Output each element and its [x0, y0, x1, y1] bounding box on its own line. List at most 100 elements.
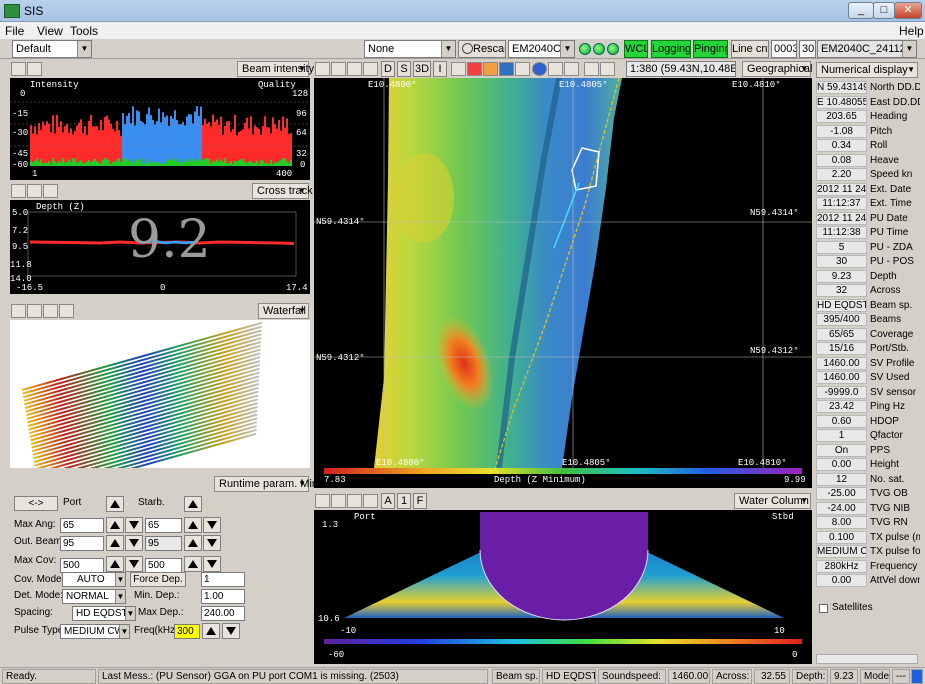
freq-field[interactable]: 300	[174, 624, 200, 639]
line-count-field[interactable]: 0003	[771, 40, 797, 58]
max-cov-stb-up-button[interactable]	[184, 556, 202, 572]
view-d-button[interactable]: D	[381, 61, 395, 77]
out-beam-up-button[interactable]	[106, 535, 124, 551]
tool-icon[interactable]	[27, 62, 42, 76]
close-icon[interactable]: ✕	[894, 2, 922, 19]
max-cov-down-button[interactable]	[125, 556, 143, 572]
det-mode-select[interactable]: NORMAL ▼	[62, 589, 126, 604]
out-beam-port-field[interactable]: 95	[60, 536, 104, 551]
min-depth-field[interactable]: 1.00	[201, 589, 245, 604]
layers-icon[interactable]	[483, 62, 498, 76]
force-depth-field[interactable]: 1	[201, 572, 245, 587]
geographical-dropdown[interactable]: Geographical	[742, 61, 812, 77]
force-depth-button[interactable]: Force Dep.	[130, 572, 186, 587]
grid-icon[interactable]	[584, 62, 599, 76]
numerical-display-dropdown[interactable]: Numerical display	[816, 62, 918, 78]
starb-up-button[interactable]	[184, 496, 202, 512]
max-cov-up-button[interactable]	[106, 556, 124, 572]
spacing-select[interactable]: HD EQDST ▼	[72, 606, 136, 621]
view-s-button[interactable]: S	[397, 61, 411, 77]
wc-1-button[interactable]: 1	[397, 493, 411, 509]
numerical-label: Pitch	[870, 125, 893, 137]
wc-f-button[interactable]: F	[413, 493, 427, 509]
help-icon[interactable]	[532, 62, 547, 76]
zoom-in-icon[interactable]	[548, 62, 563, 76]
tool-icon[interactable]	[347, 62, 362, 76]
pulse-type-select[interactable]: MEDIUM CW ▼	[60, 624, 130, 639]
tool-icon[interactable]	[363, 62, 378, 76]
maximize-icon[interactable]: □	[873, 2, 895, 19]
max-cov-port-field[interactable]: 500	[60, 558, 104, 573]
max-ang-down-button[interactable]	[125, 517, 143, 533]
tool-icon[interactable]	[27, 184, 42, 198]
menu-file[interactable]: File	[5, 24, 25, 38]
sensor-select[interactable]: None ▼	[364, 40, 456, 58]
tool-icon[interactable]	[11, 184, 26, 198]
tool-icon[interactable]	[315, 62, 330, 76]
tool-icon[interactable]	[43, 304, 58, 318]
menu-view[interactable]: View	[37, 24, 63, 38]
globe-icon[interactable]	[499, 62, 514, 76]
port-up-button[interactable]	[106, 496, 124, 512]
view-i-button[interactable]: I	[433, 61, 447, 77]
numerical-label: Depth	[870, 270, 897, 282]
max-depth-field[interactable]: 240.00	[201, 606, 245, 621]
max-ang-stb-field[interactable]: 65	[145, 518, 182, 533]
cross-track-dropdown[interactable]: Cross track	[252, 183, 313, 199]
survey-select[interactable]: EM2040C_24112012 ▼	[817, 40, 917, 58]
out-beam-stb-up-button[interactable]	[184, 535, 202, 551]
line-number-field[interactable]: 30	[799, 40, 816, 58]
horizontal-scrollbar[interactable]	[816, 654, 918, 664]
signal-icon[interactable]	[515, 62, 530, 76]
wcl-button[interactable]: WCL	[624, 40, 648, 58]
tool-icon[interactable]	[59, 304, 74, 318]
zoom-out-icon[interactable]	[564, 62, 579, 76]
wc-a-button[interactable]: A	[381, 493, 395, 509]
swap-port-starb-button[interactable]: <->	[14, 496, 58, 511]
tool-icon[interactable]	[315, 494, 330, 508]
freq-up-button[interactable]	[202, 623, 220, 639]
runtime-dropdown[interactable]: Runtime param. Mini	[214, 476, 320, 492]
max-ang-stb-down-button[interactable]	[203, 517, 221, 533]
cov-mode-select[interactable]: AUTO ▼	[62, 572, 126, 587]
tool-icon[interactable]	[347, 494, 362, 508]
satellites-checkbox[interactable]	[819, 604, 828, 613]
tool-icon[interactable]	[11, 62, 26, 76]
menu-tools[interactable]: Tools	[70, 24, 99, 38]
scale-icon[interactable]	[600, 62, 615, 76]
intensity-bar	[134, 125, 136, 166]
out-beam-stb-down-button[interactable]	[203, 535, 221, 551]
line-count-button[interactable]: Line cnt.	[731, 40, 769, 58]
max-ang-up-button[interactable]	[106, 517, 124, 533]
layout-select[interactable]: Default ▼	[12, 40, 92, 58]
tool-icon[interactable]	[27, 304, 42, 318]
minimize-icon[interactable]: _	[848, 2, 874, 19]
out-beam-down-button[interactable]	[125, 535, 143, 551]
rescan-button[interactable]: Rescan	[458, 40, 506, 58]
menu-help[interactable]: Help	[899, 24, 924, 38]
waterfall-swath	[21, 321, 263, 391]
logging-button[interactable]: Logging	[651, 40, 691, 58]
x-tick: 10	[774, 626, 785, 636]
beam-intensity-dropdown[interactable]: Beam intensity	[237, 61, 314, 77]
pinging-button[interactable]: Pinging	[693, 40, 728, 58]
ruler-icon[interactable]	[451, 62, 466, 76]
tool-icon[interactable]	[363, 494, 378, 508]
max-cov-stb-field[interactable]: 500	[145, 558, 182, 573]
water-column-dropdown[interactable]: Water Column	[734, 493, 811, 509]
waterfall-dropdown[interactable]: Waterfall	[258, 303, 309, 319]
tool-icon[interactable]	[331, 62, 346, 76]
intensity-bar	[64, 126, 66, 166]
tool-icon[interactable]	[331, 494, 346, 508]
max-cov-stb-down-button[interactable]	[203, 556, 221, 572]
target-icon[interactable]	[467, 62, 482, 76]
view-3d-button[interactable]: 3D	[413, 61, 431, 77]
intensity-bar	[70, 128, 72, 166]
max-ang-stb-up-button[interactable]	[184, 517, 202, 533]
out-beam-stb-field[interactable]: 95	[145, 536, 182, 551]
tool-icon[interactable]	[11, 304, 26, 318]
sounder-select[interactable]: EM2040C_100▼	[508, 40, 575, 58]
tool-icon[interactable]	[43, 184, 58, 198]
freq-down-button[interactable]	[222, 623, 240, 639]
max-ang-port-field[interactable]: 65	[60, 518, 104, 533]
